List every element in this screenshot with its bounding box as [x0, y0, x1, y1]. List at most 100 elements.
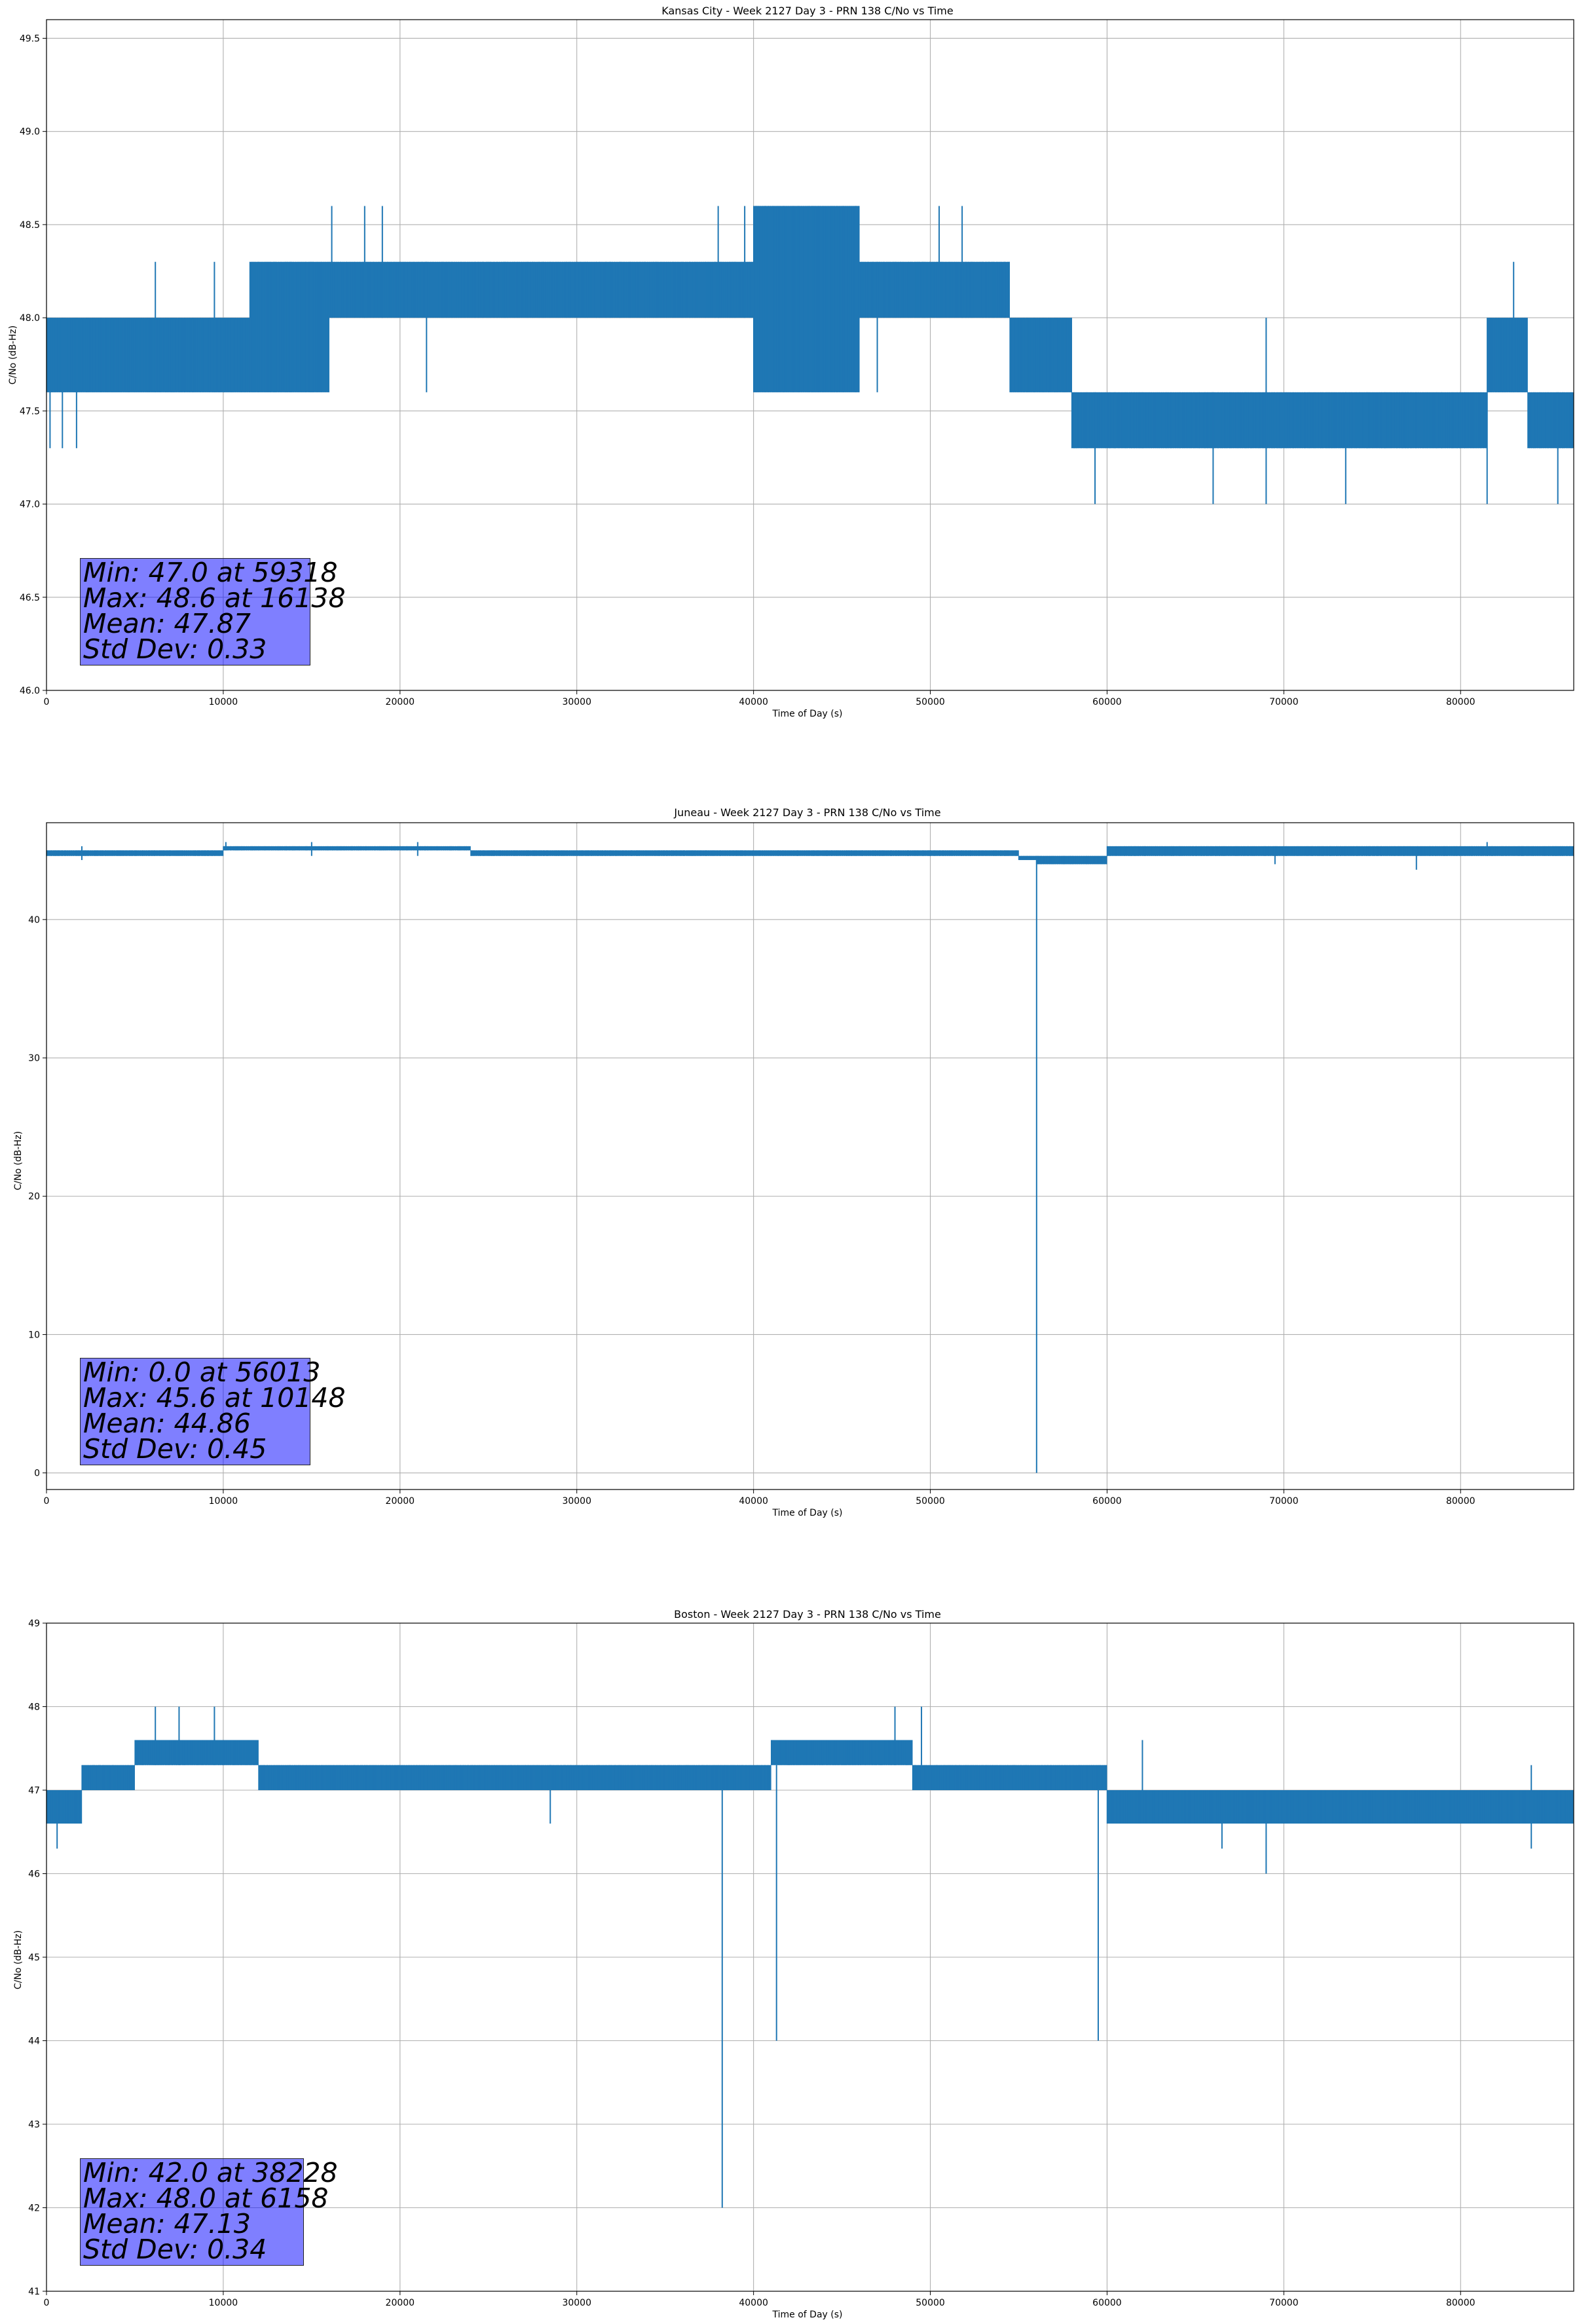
y-tick-label: 48.5: [20, 220, 40, 231]
x-tick-label: 20000: [386, 697, 415, 707]
y-tick-label: 43: [28, 2120, 40, 2130]
series-trace: [1106, 1790, 1574, 1824]
series-trace: [771, 1740, 912, 1765]
x-tick-label: 80000: [1446, 1496, 1475, 1507]
x-axis-label: Time of Day (s): [772, 2310, 843, 2320]
stat-min: Min: 47.0 at 59318: [83, 557, 338, 588]
stat-mean: Mean: 44.86: [83, 1408, 251, 1439]
stat-std-dev: Std Dev: 0.33: [83, 633, 267, 665]
series-trace: [1018, 855, 1036, 860]
stat-min: Min: 42.0 at 38228: [83, 2157, 338, 2188]
stat-max: Max: 48.0 at 6158: [83, 2183, 329, 2214]
chart-title: Juneau - Week 2127 Day 3 - PRN 138 C/No …: [673, 806, 940, 819]
x-axis-label: Time of Day (s): [772, 1508, 843, 1518]
stats-box: Min: 47.0 at 59318 Max: 48.6 at 16138 Me…: [80, 557, 346, 665]
chart-title: Kansas City - Week 2127 Day 3 - PRN 138 …: [661, 5, 953, 17]
y-tick-label: 46.0: [20, 686, 40, 696]
chart-title: Boston - Week 2127 Day 3 - PRN 138 C/No …: [674, 1608, 941, 1621]
x-tick-label: 20000: [386, 1496, 415, 1507]
series-trace: [912, 1765, 1107, 1790]
chart-kansas-city: 0 10000 20000 30000 40000 50000 60000 70000 8000…: [0, 0, 1577, 721]
stat-mean: Mean: 47.87: [83, 608, 251, 639]
x-tick-label: 30000: [562, 2298, 591, 2308]
y-tick-label: 45: [28, 1953, 40, 1963]
series-trace: [223, 846, 471, 851]
y-tick-label: 20: [28, 1191, 40, 1202]
stat-std-dev: Std Dev: 0.45: [83, 1433, 267, 1465]
x-tick-label: 50000: [916, 697, 945, 707]
series-trace: [329, 261, 754, 318]
x-tick-label: 70000: [1269, 1496, 1299, 1507]
data-series: [46, 1706, 1574, 2208]
series-trace: [470, 850, 1019, 856]
x-tick-label: 10000: [209, 697, 238, 707]
x-tick-label: 40000: [739, 2298, 768, 2308]
x-tick-label: 50000: [916, 1496, 945, 1507]
y-tick-label: 46: [28, 1869, 40, 1880]
x-tick-label: 0: [44, 1496, 50, 1507]
y-tick-label: 42: [28, 2203, 40, 2214]
data-series: [46, 206, 1574, 504]
x-tick-label: 80000: [1446, 697, 1475, 707]
y-tick-label: 47.5: [20, 406, 40, 417]
series-band: [771, 1740, 913, 1765]
x-tick-label: 30000: [562, 1496, 591, 1507]
x-tick-label: 60000: [1092, 697, 1122, 707]
axes: 0 10000 20000 30000 40000 50000 60000 70000 8000…: [28, 1619, 1574, 2308]
x-tick-label: 10000: [209, 1496, 238, 1507]
y-tick-label: 30: [28, 1053, 40, 1064]
stat-max: Max: 45.6 at 10148: [83, 1382, 346, 1414]
y-axis-label: C/No (dB-Hz): [13, 1930, 24, 1989]
y-tick-label: 49.5: [20, 33, 40, 44]
stat-max: Max: 48.6 at 16138: [83, 582, 346, 614]
chart-boston: 0 10000 20000 30000 40000 50000 60000 70000 8000…: [0, 1603, 1577, 2324]
x-tick-label: 0: [44, 2298, 50, 2308]
series-trace: [134, 1740, 259, 1765]
chart-juneau-plot: 0 10000 20000 30000 40000 50000 60000 70000 8000…: [13, 806, 1574, 1518]
series-trace: [1527, 392, 1572, 449]
axes: 0 10000 20000 30000 40000 50000 60000 70000 8000…: [20, 19, 1574, 707]
x-tick-label: 60000: [1092, 2298, 1122, 2308]
x-tick-label: 40000: [739, 697, 768, 707]
series-trace: [1071, 392, 1487, 449]
stats-box: Min: 42.0 at 38228 Max: 48.0 at 6158 Mea…: [80, 2157, 338, 2266]
series-trace: [258, 1765, 771, 1790]
x-tick-label: 50000: [916, 2298, 945, 2308]
data-series: [46, 842, 1574, 1473]
chart-kansas-city-plot: 0 10000 20000 30000 40000 50000 60000 70000 8000…: [8, 5, 1574, 719]
y-tick-label: 0: [34, 1469, 40, 1479]
y-tick-label: 49: [28, 1619, 40, 1629]
x-axis-label: Time of Day (s): [772, 709, 843, 719]
y-tick-label: 47.0: [20, 500, 40, 510]
y-tick-label: 49.0: [20, 127, 40, 138]
y-tick-label: 44: [28, 2036, 40, 2047]
plot-frame: [46, 1622, 1574, 2292]
series-band: [223, 846, 471, 851]
plot-frame: [46, 822, 1574, 1490]
y-axis-label: C/No (dB-Hz): [8, 326, 18, 384]
x-tick-label: 80000: [1446, 2298, 1475, 2308]
series-trace: [753, 206, 859, 392]
y-tick-label: 40: [28, 915, 40, 926]
x-tick-label: 40000: [739, 1496, 768, 1507]
grid: [46, 823, 1574, 1490]
series-band: [1036, 855, 1107, 865]
y-axis-label: C/No (dB-Hz): [13, 1131, 24, 1190]
x-tick-label: 10000: [209, 2298, 238, 2308]
stat-min: Min: 0.0 at 56013: [83, 1357, 321, 1388]
y-tick-label: 48.0: [20, 313, 40, 324]
y-tick-label: 10: [28, 1330, 40, 1340]
series-trace: [81, 1765, 135, 1790]
x-tick-label: 70000: [1269, 2298, 1299, 2308]
stat-mean: Mean: 47.13: [83, 2208, 251, 2240]
series-trace: [249, 261, 329, 392]
y-tick-label: 47: [28, 1786, 40, 1796]
y-tick-label: 46.5: [20, 593, 40, 603]
x-tick-label: 70000: [1269, 697, 1299, 707]
axes: 0 10000 20000 30000 40000 50000 60000 70000 8000…: [28, 822, 1574, 1507]
series-trace: [1106, 846, 1574, 856]
series-trace: [1009, 318, 1072, 392]
plot-frame: [46, 19, 1574, 691]
y-tick-label: 48: [28, 1702, 40, 1713]
